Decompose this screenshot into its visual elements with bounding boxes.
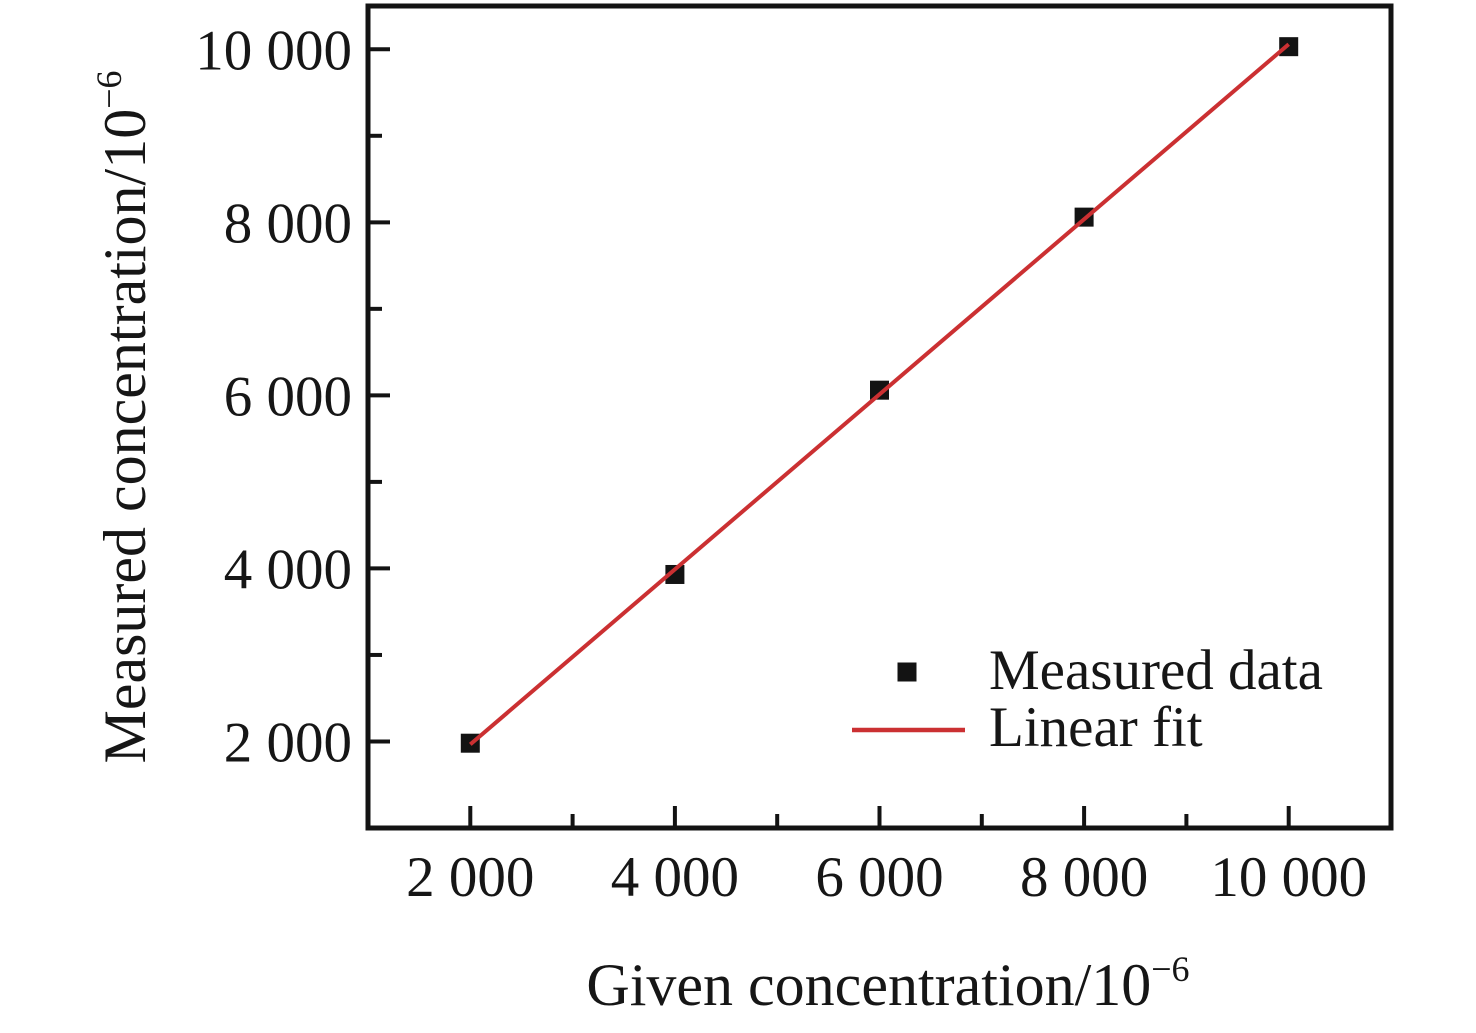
y-tick-label: 8 000 (224, 192, 352, 255)
y-tick-label: 10 000 (195, 19, 352, 82)
y-tick-label: 2 000 (224, 711, 352, 774)
legend-label-linear-fit: Linear fit (989, 696, 1203, 759)
x-tick-label: 10 000 (1210, 846, 1367, 909)
y-tick-label: 4 000 (224, 538, 352, 601)
legend-label-measured-data: Measured data (989, 639, 1323, 702)
legend-square-marker-icon (897, 662, 917, 682)
legend: Measured data Linear fit (852, 639, 1323, 759)
axis-ticks (370, 47, 1291, 826)
x-tick-label: 6 000 (815, 846, 943, 909)
y-axis-title: Measured concentration/10−6 (89, 70, 158, 763)
plot-frame (365, 3, 1394, 831)
x-axis-title: Given concentration/10−6 (586, 949, 1189, 1018)
y-tick-label: 6 000 (224, 365, 352, 428)
linear-fit-line (468, 42, 1291, 746)
x-tick-label: 4 000 (611, 846, 739, 909)
x-tick-label: 8 000 (1020, 846, 1148, 909)
data-point-marker (870, 380, 889, 400)
x-tick-label: 2 000 (406, 846, 534, 909)
data-point-marker (665, 564, 685, 584)
axis-tick-labels: 2 000 4 000 6 000 8 000 10 000 2 000 4 000 6 00… (195, 19, 1367, 909)
